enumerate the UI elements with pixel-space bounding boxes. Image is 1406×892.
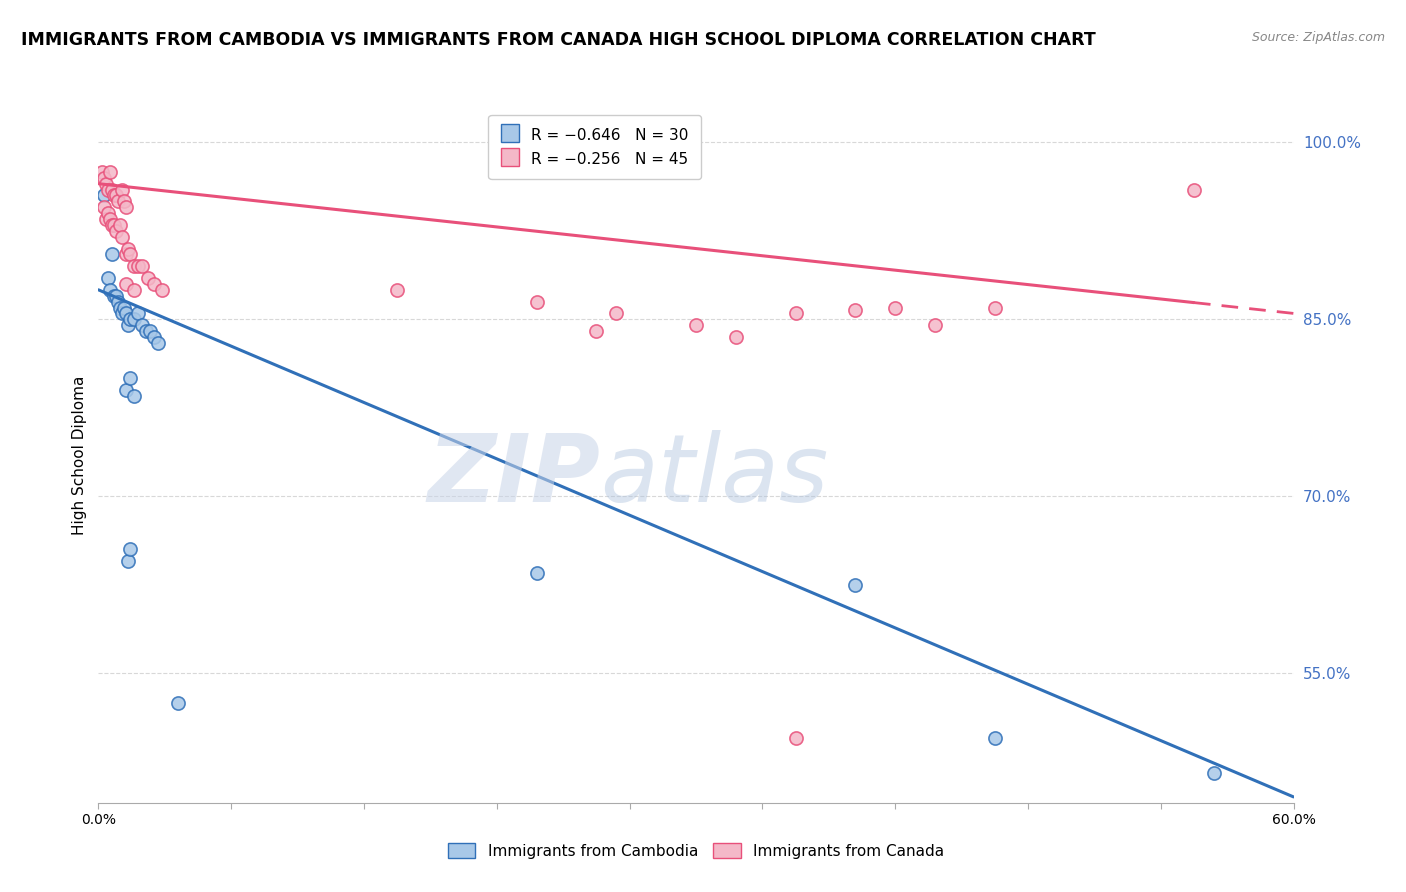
Point [91,165,114,179]
Point [100,165,122,179]
Point [111,183,134,197]
Point [135,324,157,338]
Point [984,731,1007,745]
Text: ZIP: ZIP [427,430,600,522]
Point [139,324,162,338]
Point [167,696,190,710]
Point [785,731,807,745]
Point [526,566,548,580]
Point [97,183,120,197]
Point [143,330,166,344]
Point [136,271,159,285]
Point [385,283,409,297]
Point [100,212,122,227]
Point [101,183,124,197]
Point [107,294,129,309]
Point [117,554,139,568]
Point [148,335,170,350]
Point [115,306,138,320]
Point [112,194,135,209]
Point [105,188,128,202]
Point [97,206,120,220]
Point [120,247,142,261]
Point [120,371,142,385]
Point [884,301,907,315]
Point [97,271,120,285]
Point [107,194,129,209]
Point [115,247,138,261]
Point [605,306,627,320]
Point [924,318,946,333]
Point [103,218,125,232]
Point [101,247,124,261]
Y-axis label: High School Diploma: High School Diploma [72,376,87,534]
Point [131,318,153,333]
Point [100,283,122,297]
Point [585,324,607,338]
Point [131,259,153,273]
Point [844,577,866,591]
Point [96,177,118,191]
Point [117,242,139,256]
Text: atlas: atlas [600,430,828,521]
Point [1202,766,1225,780]
Point [120,312,142,326]
Point [526,294,548,309]
Point [103,188,125,202]
Point [110,301,132,315]
Point [96,212,118,227]
Point [93,170,115,185]
Point [111,306,134,320]
Point [93,188,115,202]
Point [124,259,146,273]
Point [105,224,128,238]
Point [101,218,124,232]
Point [127,259,149,273]
Point [112,301,135,315]
Point [103,289,125,303]
Point [111,229,134,244]
Point [115,200,138,214]
Point [124,283,146,297]
Point [1182,183,1205,197]
Point [120,542,142,557]
Point [150,283,173,297]
Point [93,200,115,214]
Point [785,306,807,320]
Point [115,277,138,291]
Point [143,277,166,291]
Point [984,301,1007,315]
Point [110,218,132,232]
Legend: Immigrants from Cambodia, Immigrants from Canada: Immigrants from Cambodia, Immigrants fro… [441,837,950,864]
Text: IMMIGRANTS FROM CAMBODIA VS IMMIGRANTS FROM CANADA HIGH SCHOOL DIPLOMA CORRELATI: IMMIGRANTS FROM CAMBODIA VS IMMIGRANTS F… [21,31,1095,49]
Point [724,330,747,344]
Text: Source: ZipAtlas.com: Source: ZipAtlas.com [1251,31,1385,45]
Point [105,289,128,303]
Point [117,318,139,333]
Point [124,389,146,403]
Point [844,302,866,317]
Point [115,383,138,397]
Point [127,306,149,320]
Point [685,318,707,333]
Point [124,312,146,326]
